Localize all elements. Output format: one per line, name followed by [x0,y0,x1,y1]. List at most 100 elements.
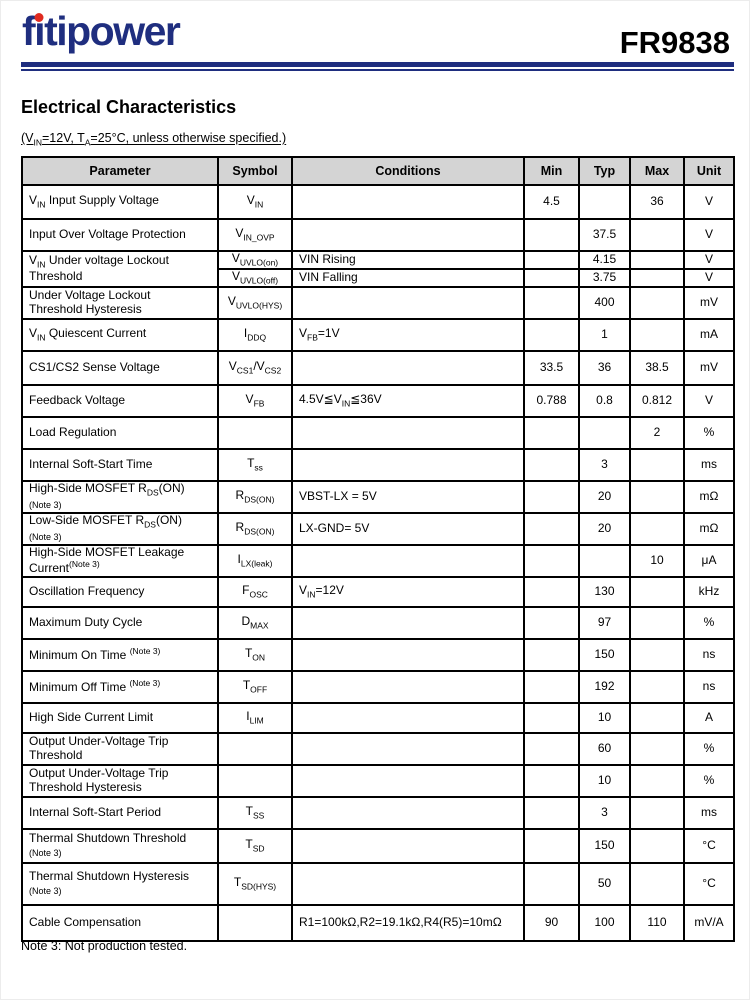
conditions-cell [291,827,525,864]
min-cell [523,267,580,288]
parameter-cell: VIN Under voltage Lockout Threshold [21,250,219,288]
table-row: Minimum Off Time (Note 3) TOFF 192 ns [21,669,735,704]
max-cell [629,218,685,252]
part-number: FR9838 [619,25,730,60]
max-cell [629,669,685,704]
unit-cell: ms [683,795,735,830]
typ-cell: 4.15 [578,250,631,270]
conditions-cell [291,349,525,386]
min-cell [523,415,580,450]
max-cell: 0.812 [629,383,685,418]
logo-text-rest: tipower [44,8,181,54]
parameter-cell: Low-Side MOSFET RDS(ON) (Note 3) [21,511,219,546]
symbol-cell: VIN_OVP [217,218,293,252]
conditions-cell: VIN=12V [291,575,525,608]
unit-cell: V [683,267,735,288]
min-cell [523,731,580,766]
table-row: Internal Soft-Start Period TSS 3 ms [21,795,735,830]
max-cell [629,511,685,546]
column-header-max: Max [629,156,685,186]
conditions-cell: R1=100kΩ,R2=19.1kΩ,R4(R5)=10mΩ [291,903,525,942]
conditions-cell: VBST-LX = 5V [291,479,525,514]
typ-cell: 10 [578,763,631,798]
symbol-cell [217,731,293,766]
table-header-row: Parameter Symbol Conditions Min Typ Max Unit [21,156,735,186]
parameter-cell: Thermal Shutdown Threshold (Note 3) [21,827,219,864]
max-cell: 10 [629,543,685,578]
table-row: CS1/CS2 Sense Voltage VCS1/VCS2 33.5 36 38.5… [21,349,735,386]
conditions-cell [291,701,525,734]
table-row: Under Voltage Lockout Threshold Hysteresi… [21,285,735,320]
min-cell: 4.5 [523,184,580,220]
table-row: Feedback Voltage VFB 4.5V≦VIN≦36V 0.788 0.8 0… [21,383,735,418]
ec-table: Parameter Symbol Conditions Min Typ Max Unit VI… [21,156,735,942]
table-row: Internal Soft-Start Time Tss 3 ms [21,447,735,482]
max-cell [629,575,685,608]
typ-cell: 3 [578,795,631,830]
typ-cell: 150 [578,637,631,672]
parameter-cell: Output Under-Voltage Trip Threshold Hyste… [21,763,219,798]
parameter-cell: Thermal Shutdown Hysteresis (Note 3) [21,861,219,906]
parameter-cell: Minimum Off Time (Note 3) [21,669,219,704]
max-cell: 2 [629,415,685,450]
max-cell [629,317,685,352]
unit-cell: mV/A [683,903,735,942]
conditions-cell [291,184,525,220]
table-row: VIN Input Supply Voltage VIN 4.5 36 V [21,184,735,220]
conditions-cell [291,637,525,672]
unit-cell: mV [683,349,735,386]
table-row: Input Over Voltage Protection VIN_OVP 37.5… [21,218,735,252]
max-cell [629,637,685,672]
table-row: Thermal Shutdown Hysteresis (Note 3) TSD(H… [21,861,735,906]
table-row: High-Side MOSFET RDS(ON) (Note 3) RDS(ON) V… [21,479,735,514]
unit-cell: kHz [683,575,735,608]
typ-cell: 60 [578,731,631,766]
typ-cell: 10 [578,701,631,734]
typ-cell: 0.8 [578,383,631,418]
column-header-conditions: Conditions [291,156,525,186]
column-header-typ: Typ [578,156,631,186]
parameter-cell: Feedback Voltage [21,383,219,418]
max-cell [629,763,685,798]
min-cell [523,447,580,482]
unit-cell: °C [683,827,735,864]
parameter-cell: Maximum Duty Cycle [21,605,219,640]
typ-cell [578,543,631,578]
min-cell [523,543,580,578]
conditions-cell [291,763,525,798]
unit-cell: °C [683,861,735,906]
logo-letter-i-red-dot: ı [34,8,45,54]
min-cell: 0.788 [523,383,580,418]
header-rule-thick [21,62,734,67]
symbol-cell [217,415,293,450]
symbol-cell [217,903,293,942]
min-cell [523,701,580,734]
unit-cell: % [683,763,735,798]
unit-cell: mΩ [683,479,735,514]
header-rule-thin [21,69,734,71]
table-row: VUVLO(off) VIN Falling 3.75 V [22,267,735,288]
parameter-cell: Load Regulation [21,415,219,450]
symbol-cell: RDS(ON) [217,511,293,546]
symbol-cell: RDS(ON) [217,479,293,514]
typ-cell: 97 [578,605,631,640]
symbol-cell: VIN [217,184,293,220]
conditions-cell [291,795,525,830]
table-row: Load Regulation 2% [21,415,735,450]
symbol-cell: VUVLO(off) [217,267,293,288]
parameter-cell: High-Side MOSFET RDS(ON) (Note 3) [21,479,219,514]
conditions-cell: LX-GND= 5V [291,511,525,546]
fitipower-logo: fıtipower [22,8,181,54]
symbol-cell: Tss [217,447,293,482]
min-cell [523,479,580,514]
unit-cell: V [683,184,735,220]
typ-cell [578,184,631,220]
typ-cell: 3.75 [578,267,631,288]
typ-cell: 50 [578,861,631,906]
conditions-cell: VFB=1V [291,317,525,352]
symbol-cell: TOFF [217,669,293,704]
parameter-cell: Internal Soft-Start Time [21,447,219,482]
unit-cell: ns [683,669,735,704]
parameter-cell: Input Over Voltage Protection [21,218,219,252]
min-cell: 33.5 [523,349,580,386]
